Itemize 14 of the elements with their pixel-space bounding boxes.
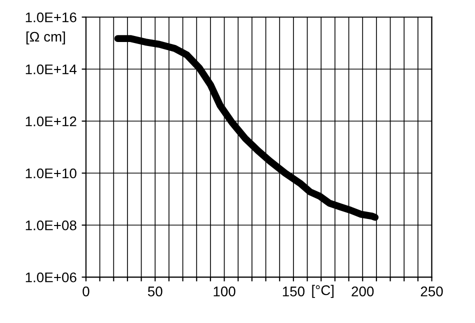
- y-axis-title: [Ω cm]: [26, 31, 65, 44]
- x-tick-label: 150: [282, 286, 304, 296]
- x-tick-label: 50: [148, 286, 162, 296]
- y-tick-label: 1.0E+16: [26, 12, 76, 22]
- y-tick-label: 1.0E+14: [26, 64, 77, 74]
- y-tick-label: 1.0E+12: [26, 116, 76, 126]
- y-tick-label: 1.0E+06: [26, 272, 76, 282]
- x-tick-label: 100: [214, 286, 236, 296]
- y-tick-label: 1.0E+08: [26, 220, 76, 230]
- x-tick-label: 250: [420, 286, 443, 296]
- x-tick-label: 200: [352, 286, 374, 296]
- x-tick-label: 0: [82, 286, 90, 296]
- y-tick-label: 1.0E+10: [26, 168, 76, 178]
- x-axis-title: [°C]: [312, 284, 334, 298]
